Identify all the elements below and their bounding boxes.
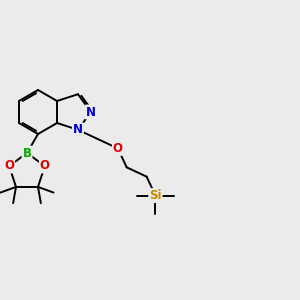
Text: Si: Si	[149, 189, 162, 202]
Text: B: B	[22, 147, 32, 160]
Text: O: O	[40, 160, 50, 172]
Text: N: N	[73, 123, 83, 136]
Text: O: O	[4, 160, 14, 172]
Text: N: N	[86, 106, 96, 118]
Text: O: O	[113, 142, 123, 155]
